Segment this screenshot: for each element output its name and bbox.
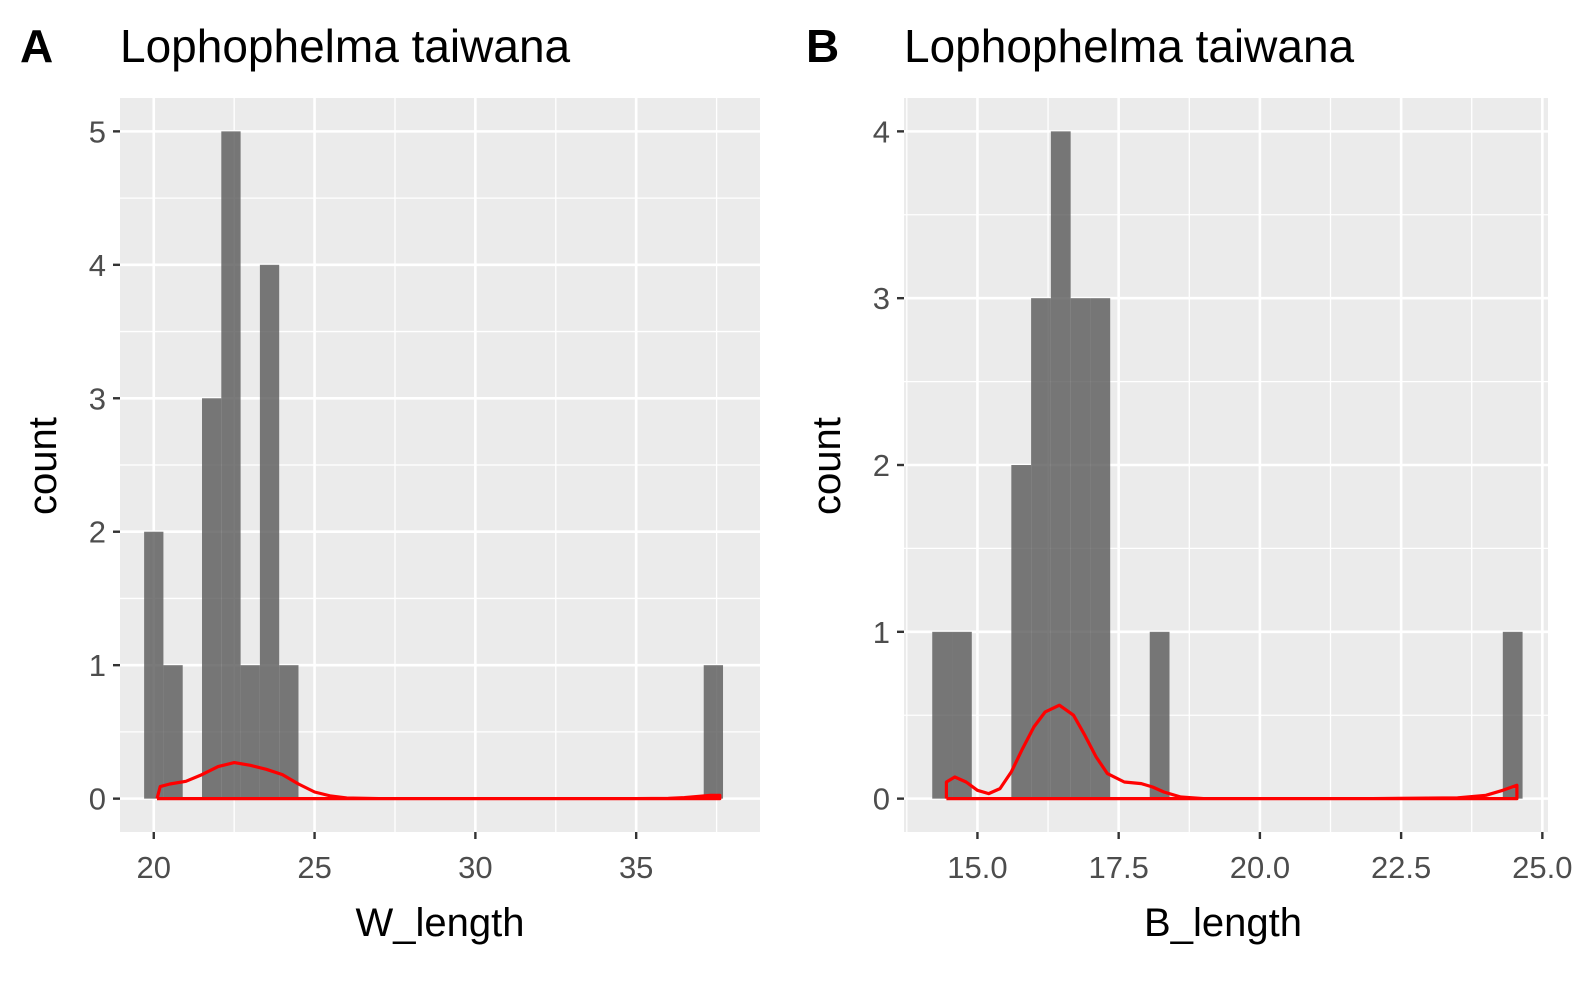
panel-b-histogram-bar xyxy=(1149,631,1170,799)
panel-a-histogram-bar xyxy=(202,398,222,799)
panel-a: A Lophophelma taiwana 20 25 30 35 0 1 2 3 4 5 W_l… xyxy=(20,20,760,945)
panel-a-x-tick-label: 25 xyxy=(297,850,331,885)
panel-b-plot: 15.0 17.5 20.0 22.5 25.0 0 1 2 3 4 xyxy=(873,98,1573,885)
panel-a-title: Lophophelma taiwana xyxy=(120,20,571,72)
panel-b-histogram-bar xyxy=(1090,298,1111,799)
panel-a-histogram-bar xyxy=(279,665,299,799)
panel-a-y-axis-title: count xyxy=(21,417,65,515)
panel-a-y-tick-label: 4 xyxy=(89,248,106,283)
panel-b-x-axis-title: B_length xyxy=(1144,901,1302,945)
panel-b-histogram-bar xyxy=(1502,631,1523,799)
panel-b-y-tick-label: 0 xyxy=(873,782,890,817)
panel-b-histogram-bar xyxy=(932,631,953,799)
panel-a-histogram-bar xyxy=(144,531,164,799)
panel-a-histogram-bar xyxy=(163,665,183,799)
panel-b-histogram-bar xyxy=(1050,131,1071,799)
panel-a-x-axis-title: W_length xyxy=(356,901,525,945)
panel-b-histogram-bar xyxy=(952,631,972,799)
panel-b-histogram-bar xyxy=(1070,298,1091,799)
panel-a-tag: A xyxy=(20,20,53,72)
panel-b-density-curve xyxy=(944,703,1519,801)
panel-b-x-tick-label: 17.5 xyxy=(1088,850,1148,885)
panel-a-y-tick-label: 2 xyxy=(89,515,106,550)
panel-b-title: Lophophelma taiwana xyxy=(904,20,1355,72)
panel-a-y-tick-label: 5 xyxy=(89,114,106,149)
panel-a-x-tick-label: 35 xyxy=(619,850,653,885)
panel-b-y-tick-label: 1 xyxy=(873,615,890,650)
panel-b-histogram-bar xyxy=(1031,298,1051,799)
panel-b-y-tick-label: 2 xyxy=(873,448,890,483)
panel-b-x-tick-label: 22.5 xyxy=(1371,850,1431,885)
panel-a-histogram-bar xyxy=(240,665,260,799)
panel-b-y-tick-label: 4 xyxy=(873,114,890,149)
panel-b-y-tick-label: 3 xyxy=(873,281,890,316)
panel-a-x-tick-label: 30 xyxy=(458,850,492,885)
panel-a-plot: 20 25 30 35 0 1 2 3 4 5 xyxy=(89,98,760,885)
panel-a-density-curve xyxy=(155,760,722,801)
panel-a-histogram-bar xyxy=(259,264,280,799)
panel-a-y-tick-label: 0 xyxy=(89,782,106,817)
panel-b-y-axis-title: count xyxy=(805,417,849,515)
panel-a-y-tick-label: 3 xyxy=(89,381,106,416)
panel-b-x-tick-label: 25.0 xyxy=(1512,850,1572,885)
panel-a-y-tick-label: 1 xyxy=(89,648,106,683)
panel-b-tag: B xyxy=(806,20,839,72)
panel-b-histogram-bar xyxy=(1011,465,1032,799)
panel-a-histogram-bar xyxy=(703,665,724,799)
panel-b: B Lophophelma taiwana 15.0 17.5 20.0 22.5 25… xyxy=(805,20,1573,945)
panel-b-x-tick-label: 20.0 xyxy=(1230,850,1290,885)
panel-b-x-tick-label: 15.0 xyxy=(947,850,1007,885)
panel-a-x-tick-label: 20 xyxy=(137,850,171,885)
panel-a-histogram-bar xyxy=(221,131,241,799)
